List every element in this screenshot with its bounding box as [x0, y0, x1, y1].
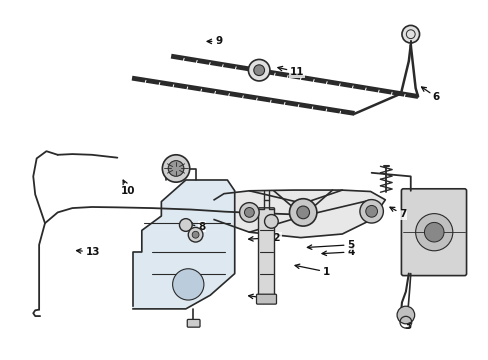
Circle shape: [239, 203, 259, 222]
Polygon shape: [133, 180, 234, 309]
Text: 11: 11: [277, 66, 304, 77]
Text: 6: 6: [421, 87, 439, 102]
Circle shape: [188, 228, 203, 242]
FancyBboxPatch shape: [258, 208, 274, 296]
Circle shape: [244, 207, 254, 217]
Circle shape: [253, 65, 264, 76]
Circle shape: [289, 199, 316, 226]
Text: 3: 3: [402, 318, 410, 331]
Circle shape: [192, 231, 199, 238]
Circle shape: [168, 161, 183, 176]
Text: 4: 4: [322, 247, 354, 257]
Text: 7: 7: [389, 207, 406, 219]
Text: 10: 10: [121, 180, 136, 196]
Circle shape: [172, 269, 203, 300]
Circle shape: [415, 213, 452, 251]
Text: 5: 5: [307, 240, 354, 250]
Circle shape: [264, 215, 278, 228]
FancyBboxPatch shape: [187, 319, 200, 327]
Circle shape: [396, 306, 414, 324]
Text: 9: 9: [207, 36, 222, 46]
Circle shape: [359, 199, 383, 223]
Circle shape: [248, 59, 269, 81]
FancyBboxPatch shape: [256, 294, 276, 304]
Text: 1: 1: [294, 264, 329, 277]
Circle shape: [401, 26, 419, 43]
Circle shape: [179, 219, 192, 231]
Circle shape: [296, 206, 309, 219]
FancyBboxPatch shape: [401, 189, 466, 276]
Text: 8: 8: [187, 222, 205, 232]
Polygon shape: [214, 190, 385, 238]
Circle shape: [424, 222, 443, 242]
Text: 13: 13: [77, 247, 100, 257]
Text: 2: 2: [248, 294, 273, 304]
Circle shape: [365, 206, 377, 217]
Text: 12: 12: [248, 233, 281, 243]
Circle shape: [162, 155, 189, 182]
